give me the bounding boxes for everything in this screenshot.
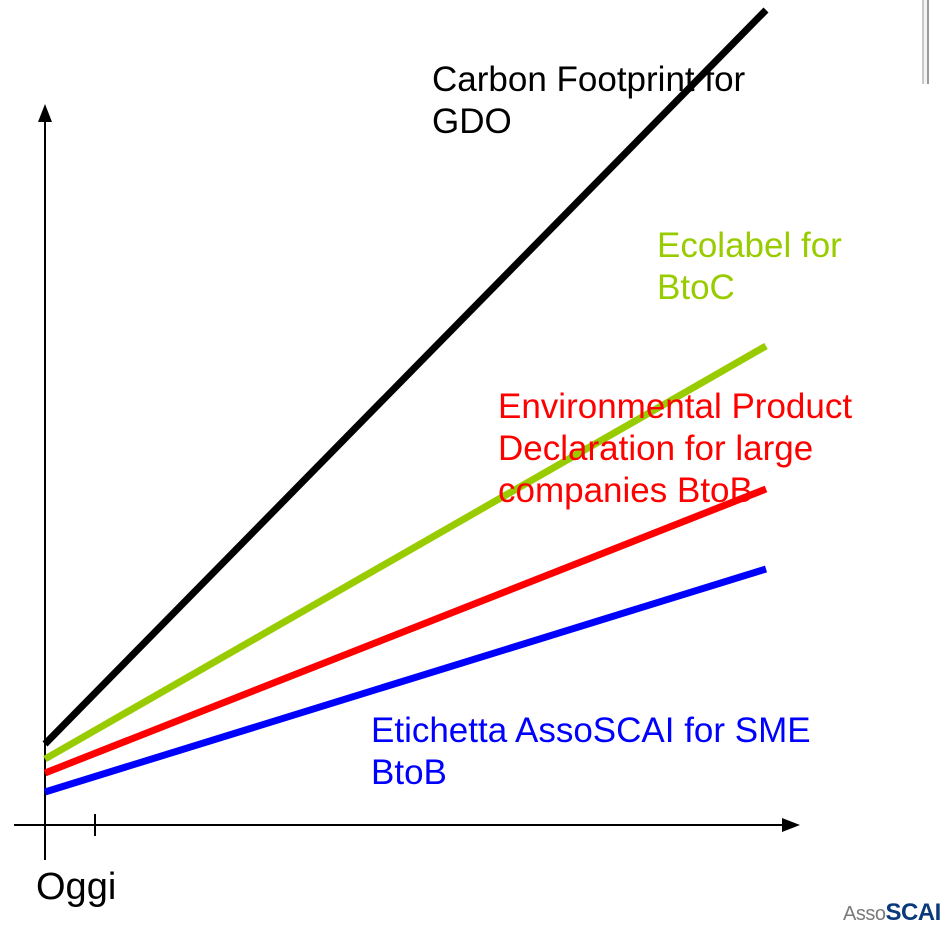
line-epd — [43, 485, 768, 777]
label-etichetta: Etichetta AssoSCAI for SME BtoB — [371, 711, 811, 792]
line-etichetta — [43, 565, 768, 796]
axis-origin-label: Oggi — [36, 866, 117, 908]
edge-scrollbar[interactable] — [922, 0, 929, 84]
label-ecolabel: Ecolabel for BtoC — [657, 226, 842, 307]
y-axis-arrow — [38, 104, 52, 122]
logo-suffix: SCAI — [885, 899, 941, 926]
assoscai-logo: AssoSCAI — [843, 900, 941, 927]
label-epd: Environmental Product Declaration for la… — [498, 387, 853, 510]
line-carbon — [42, 7, 769, 747]
x-axis-arrow — [782, 818, 800, 832]
logo-prefix: Asso — [843, 903, 886, 925]
line-ecolabel — [43, 342, 768, 763]
label-carbon-footprint: Carbon Footprint for GDO — [432, 60, 746, 141]
